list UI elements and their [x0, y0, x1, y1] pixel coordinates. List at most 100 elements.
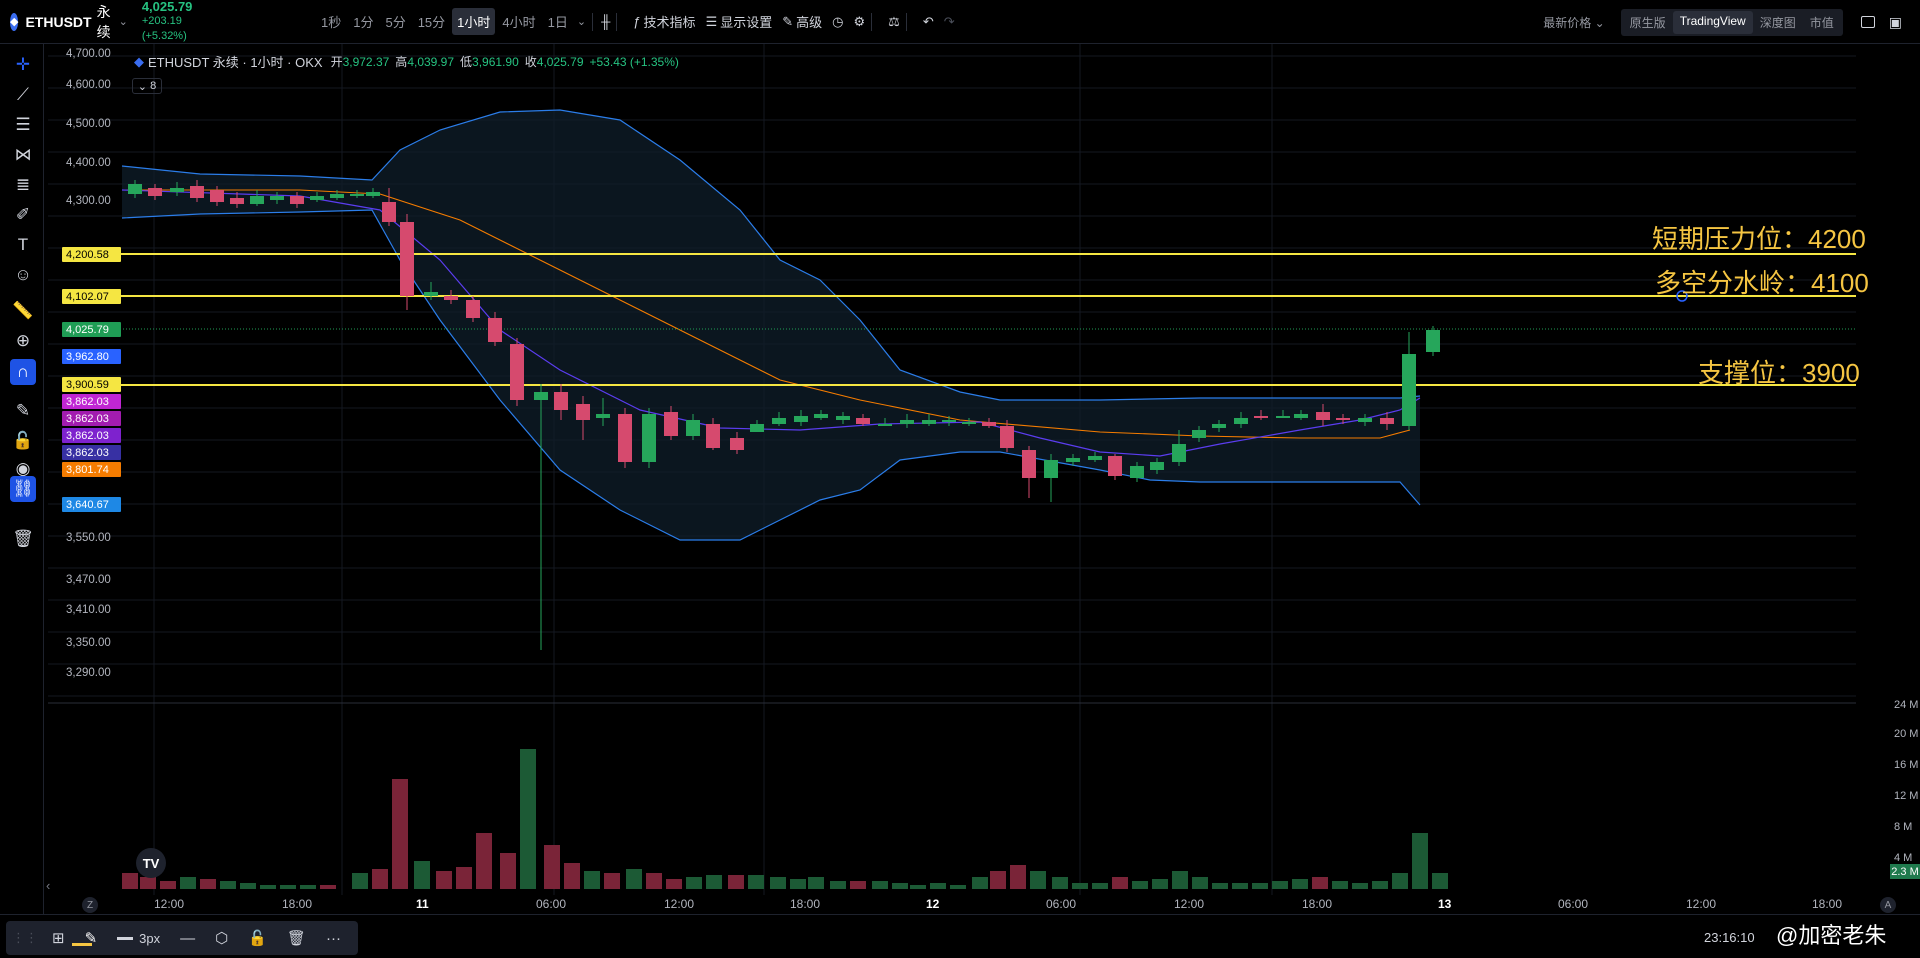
- price-badge: 3,962.80: [62, 349, 121, 364]
- zoom-icon[interactable]: ⊕: [15, 331, 31, 350]
- link-icon[interactable]: ⛓: [10, 476, 36, 502]
- drawing-properties-bar: ⋮⋮ ⊞ ✎ 3px — ⬡ 🔓 🗑 ···: [6, 921, 358, 955]
- annotation-pivot[interactable]: 多空分水岭：4100: [1655, 268, 1869, 298]
- trendline-icon[interactable]: ⟋: [17, 85, 29, 104]
- fullscreen-icon[interactable]: [1860, 16, 1875, 28]
- volume-bar: [930, 883, 946, 889]
- candle-body: [1380, 418, 1394, 424]
- templates-icon[interactable]: ⊞: [52, 930, 65, 947]
- timeframe-4h[interactable]: 4小时: [502, 15, 536, 30]
- line-width-button[interactable]: 3px: [117, 931, 160, 946]
- undo-icon[interactable]: ↶: [922, 13, 934, 29]
- view-market-cap[interactable]: 市值: [1809, 15, 1834, 30]
- ruler-icon[interactable]: 📏: [12, 301, 34, 320]
- tradingview-logo[interactable]: TV: [136, 848, 166, 878]
- auto-scale-button[interactable]: A: [1880, 897, 1896, 913]
- volume-bar: [476, 833, 492, 889]
- emoji-icon[interactable]: ☺: [14, 265, 32, 284]
- pen-color-icon[interactable]: ✎: [84, 930, 98, 947]
- timeframe-chevron-icon[interactable]: ⌄: [576, 16, 587, 28]
- crosshair-icon[interactable]: ✛: [15, 55, 31, 74]
- horizontal-lines-icon[interactable]: ☰: [15, 115, 31, 134]
- candle-body: [210, 190, 224, 202]
- line-style-icon[interactable]: —: [180, 929, 196, 947]
- price-badge: 3,862.03: [62, 411, 121, 426]
- lock-drawing-icon[interactable]: ✎: [15, 401, 31, 420]
- delete-icon[interactable]: 🗑: [286, 930, 306, 947]
- chevron-down-icon[interactable]: ⌄: [118, 16, 128, 28]
- volume-bar: [1372, 881, 1388, 889]
- timeframe-1d[interactable]: 1日: [547, 15, 568, 30]
- more-icon[interactable]: ···: [325, 929, 341, 947]
- volume-axis-label: 16 M: [1894, 759, 1919, 771]
- lock-icon[interactable]: 🔓: [12, 431, 34, 450]
- candle-body: [900, 420, 914, 424]
- pattern-icon[interactable]: ⋈: [14, 145, 32, 164]
- text-icon[interactable]: T: [17, 235, 29, 254]
- trash-icon[interactable]: 🗑: [12, 529, 34, 548]
- legend-symbol: ETHUSDT 永续 · 1小时 · OKX: [148, 55, 323, 70]
- candle-type-icon[interactable]: ╫: [601, 14, 611, 29]
- brush-icon[interactable]: ✐: [15, 205, 31, 224]
- volume-bar: [260, 885, 276, 889]
- timeframe-15m[interactable]: 15分: [417, 15, 446, 30]
- volume-bar: [584, 871, 600, 889]
- redo-icon[interactable]: ↷: [943, 13, 955, 29]
- price-axis-label: 3,550.00: [66, 532, 111, 544]
- bollinger-lower-line: [121, 209, 1421, 541]
- magnet-icon[interactable]: ∩: [10, 359, 36, 385]
- volume-bar: [456, 867, 472, 889]
- candle-body: [1358, 418, 1372, 422]
- gear-icon[interactable]: ⚙: [853, 13, 866, 29]
- last-price: 4,025.79: [141, 0, 193, 14]
- view-switcher: 原生版 TradingView 深度图 市值: [1620, 8, 1843, 36]
- clock: 23:16:10: [1704, 930, 1755, 945]
- time-axis-label: 06:00: [1046, 897, 1077, 911]
- ethereum-icon: ◆: [10, 12, 19, 31]
- volume-bar: [500, 853, 516, 889]
- candle-body: [596, 414, 610, 418]
- timeframe-1h[interactable]: 1小时: [452, 8, 496, 35]
- symbol-type: 永续: [96, 3, 111, 40]
- unlock-icon[interactable]: 🔓: [248, 930, 267, 947]
- view-depth[interactable]: 深度图: [1759, 15, 1796, 30]
- advanced-button[interactable]: ✎ 高级: [782, 13, 823, 31]
- candle-body: [686, 420, 700, 436]
- indicator-toggle[interactable]: ⌄ 8: [132, 78, 162, 94]
- right-toolbar: 最新价格 ⌄ 原生版 TradingView 深度图 市值 ▣: [1543, 0, 1920, 44]
- candle-body: [772, 418, 786, 424]
- timeframe-1s[interactable]: 1秒: [321, 15, 342, 30]
- candle-body: [1172, 444, 1186, 462]
- annotation-resistance[interactable]: 短期压力位：4200: [1652, 224, 1866, 254]
- bollinger-upper-line: [121, 109, 1421, 401]
- annotation-support[interactable]: 支撑位：3900: [1698, 358, 1860, 388]
- drag-handle-icon[interactable]: ⋮⋮: [12, 930, 38, 945]
- candle-body: [1294, 414, 1308, 418]
- camera-icon[interactable]: ▣: [1888, 13, 1902, 30]
- chevron-left-icon[interactable]: ‹: [46, 878, 51, 893]
- display-settings-button[interactable]: ☰ 显示设置: [705, 13, 773, 31]
- volume-bar: [706, 875, 722, 889]
- timezone-button[interactable]: Z: [82, 897, 98, 913]
- symbol-selector[interactable]: ◆ ETHUSDT 永续 ⌄ 4,025.79 +203.19 (+5.32%): [0, 0, 193, 44]
- price-badge: 3,862.03: [62, 445, 121, 460]
- candle-body: [856, 418, 870, 424]
- divider: [616, 12, 618, 31]
- timeframe-1m[interactable]: 1分: [353, 15, 374, 30]
- legend-close-label: 收: [524, 55, 537, 69]
- snapshot-icon[interactable]: ◷: [832, 13, 844, 29]
- time-axis-label: 18:00: [790, 897, 821, 911]
- view-tradingview[interactable]: TradingView: [1672, 10, 1753, 34]
- view-native[interactable]: 原生版: [1629, 15, 1666, 30]
- indicators-button[interactable]: ƒ 技术指标: [633, 14, 696, 30]
- compare-icon[interactable]: ⚖: [888, 13, 900, 29]
- latest-price-selector[interactable]: 最新价格 ⌄: [1543, 15, 1605, 30]
- eye-icon[interactable]: ◉: [15, 459, 31, 478]
- volume-bar: [1072, 883, 1088, 889]
- fib-icon[interactable]: ≣: [15, 175, 31, 194]
- settings-hex-icon[interactable]: ⬡: [215, 930, 229, 947]
- timeframe-5m[interactable]: 5分: [385, 15, 406, 30]
- candle-body: [642, 414, 656, 462]
- volume-axis-label: 12 M: [1894, 790, 1919, 802]
